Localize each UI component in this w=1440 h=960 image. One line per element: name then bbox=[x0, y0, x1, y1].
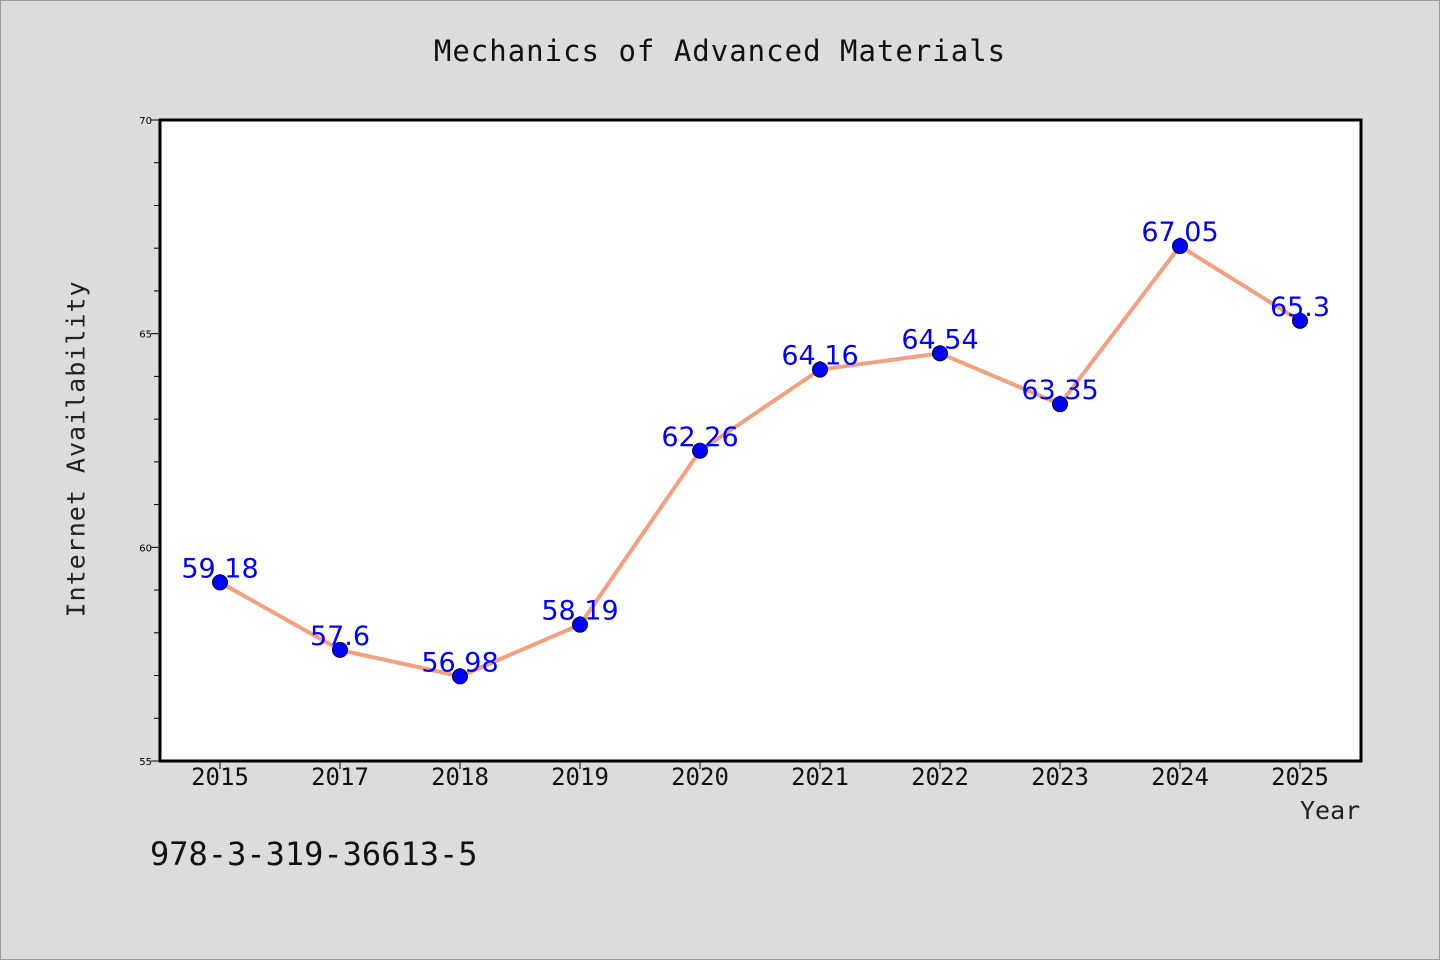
chart-title: Mechanics of Advanced Materials bbox=[433, 34, 1007, 68]
x-tick-label: 2025 bbox=[1271, 763, 1329, 791]
y-tick-label: 65 bbox=[139, 330, 152, 341]
data-point bbox=[332, 641, 348, 658]
plot-border bbox=[158, 118, 1363, 763]
x-tick-label: 2023 bbox=[1031, 763, 1089, 791]
data-label: 63.35 bbox=[1021, 375, 1098, 406]
y-tick-label: 70 bbox=[139, 116, 152, 127]
data-point bbox=[1172, 238, 1188, 255]
data-point bbox=[452, 668, 468, 685]
data-label: 65.3 bbox=[1270, 292, 1330, 323]
x-tick-label: 2017 bbox=[311, 763, 369, 791]
x-axis-label: Year bbox=[1300, 796, 1361, 825]
data-label: 56.98 bbox=[421, 647, 498, 678]
data-label: 64.54 bbox=[901, 324, 978, 355]
x-tick-label: 2018 bbox=[431, 763, 489, 791]
data-label: 62.26 bbox=[661, 422, 738, 453]
x-tick-label: 2020 bbox=[671, 763, 729, 791]
data-point bbox=[932, 345, 948, 362]
x-tick-label: 2024 bbox=[1151, 763, 1209, 791]
data-point bbox=[212, 574, 228, 591]
data-label: 58.19 bbox=[541, 596, 618, 627]
y-tick-label: 60 bbox=[139, 543, 152, 554]
series-line bbox=[218, 244, 1302, 679]
x-tick-label: 2021 bbox=[791, 763, 849, 791]
data-label: 59.18 bbox=[181, 553, 258, 584]
data-point bbox=[572, 616, 588, 633]
data-point bbox=[1292, 312, 1308, 329]
data-point bbox=[812, 361, 828, 378]
y-tick-label: 55 bbox=[139, 757, 152, 768]
data-label: 64.16 bbox=[781, 341, 858, 372]
data-label: 67.05 bbox=[1141, 217, 1218, 248]
data-label: 57.6 bbox=[310, 621, 370, 652]
x-tick-label: 2015 bbox=[191, 763, 249, 791]
x-tick-label: 2022 bbox=[911, 763, 969, 791]
data-point bbox=[692, 442, 708, 459]
isbn-footnote: 978-3-319-36613-5 bbox=[150, 835, 478, 873]
x-tick-label: 2019 bbox=[551, 763, 609, 791]
data-point bbox=[1052, 396, 1068, 413]
